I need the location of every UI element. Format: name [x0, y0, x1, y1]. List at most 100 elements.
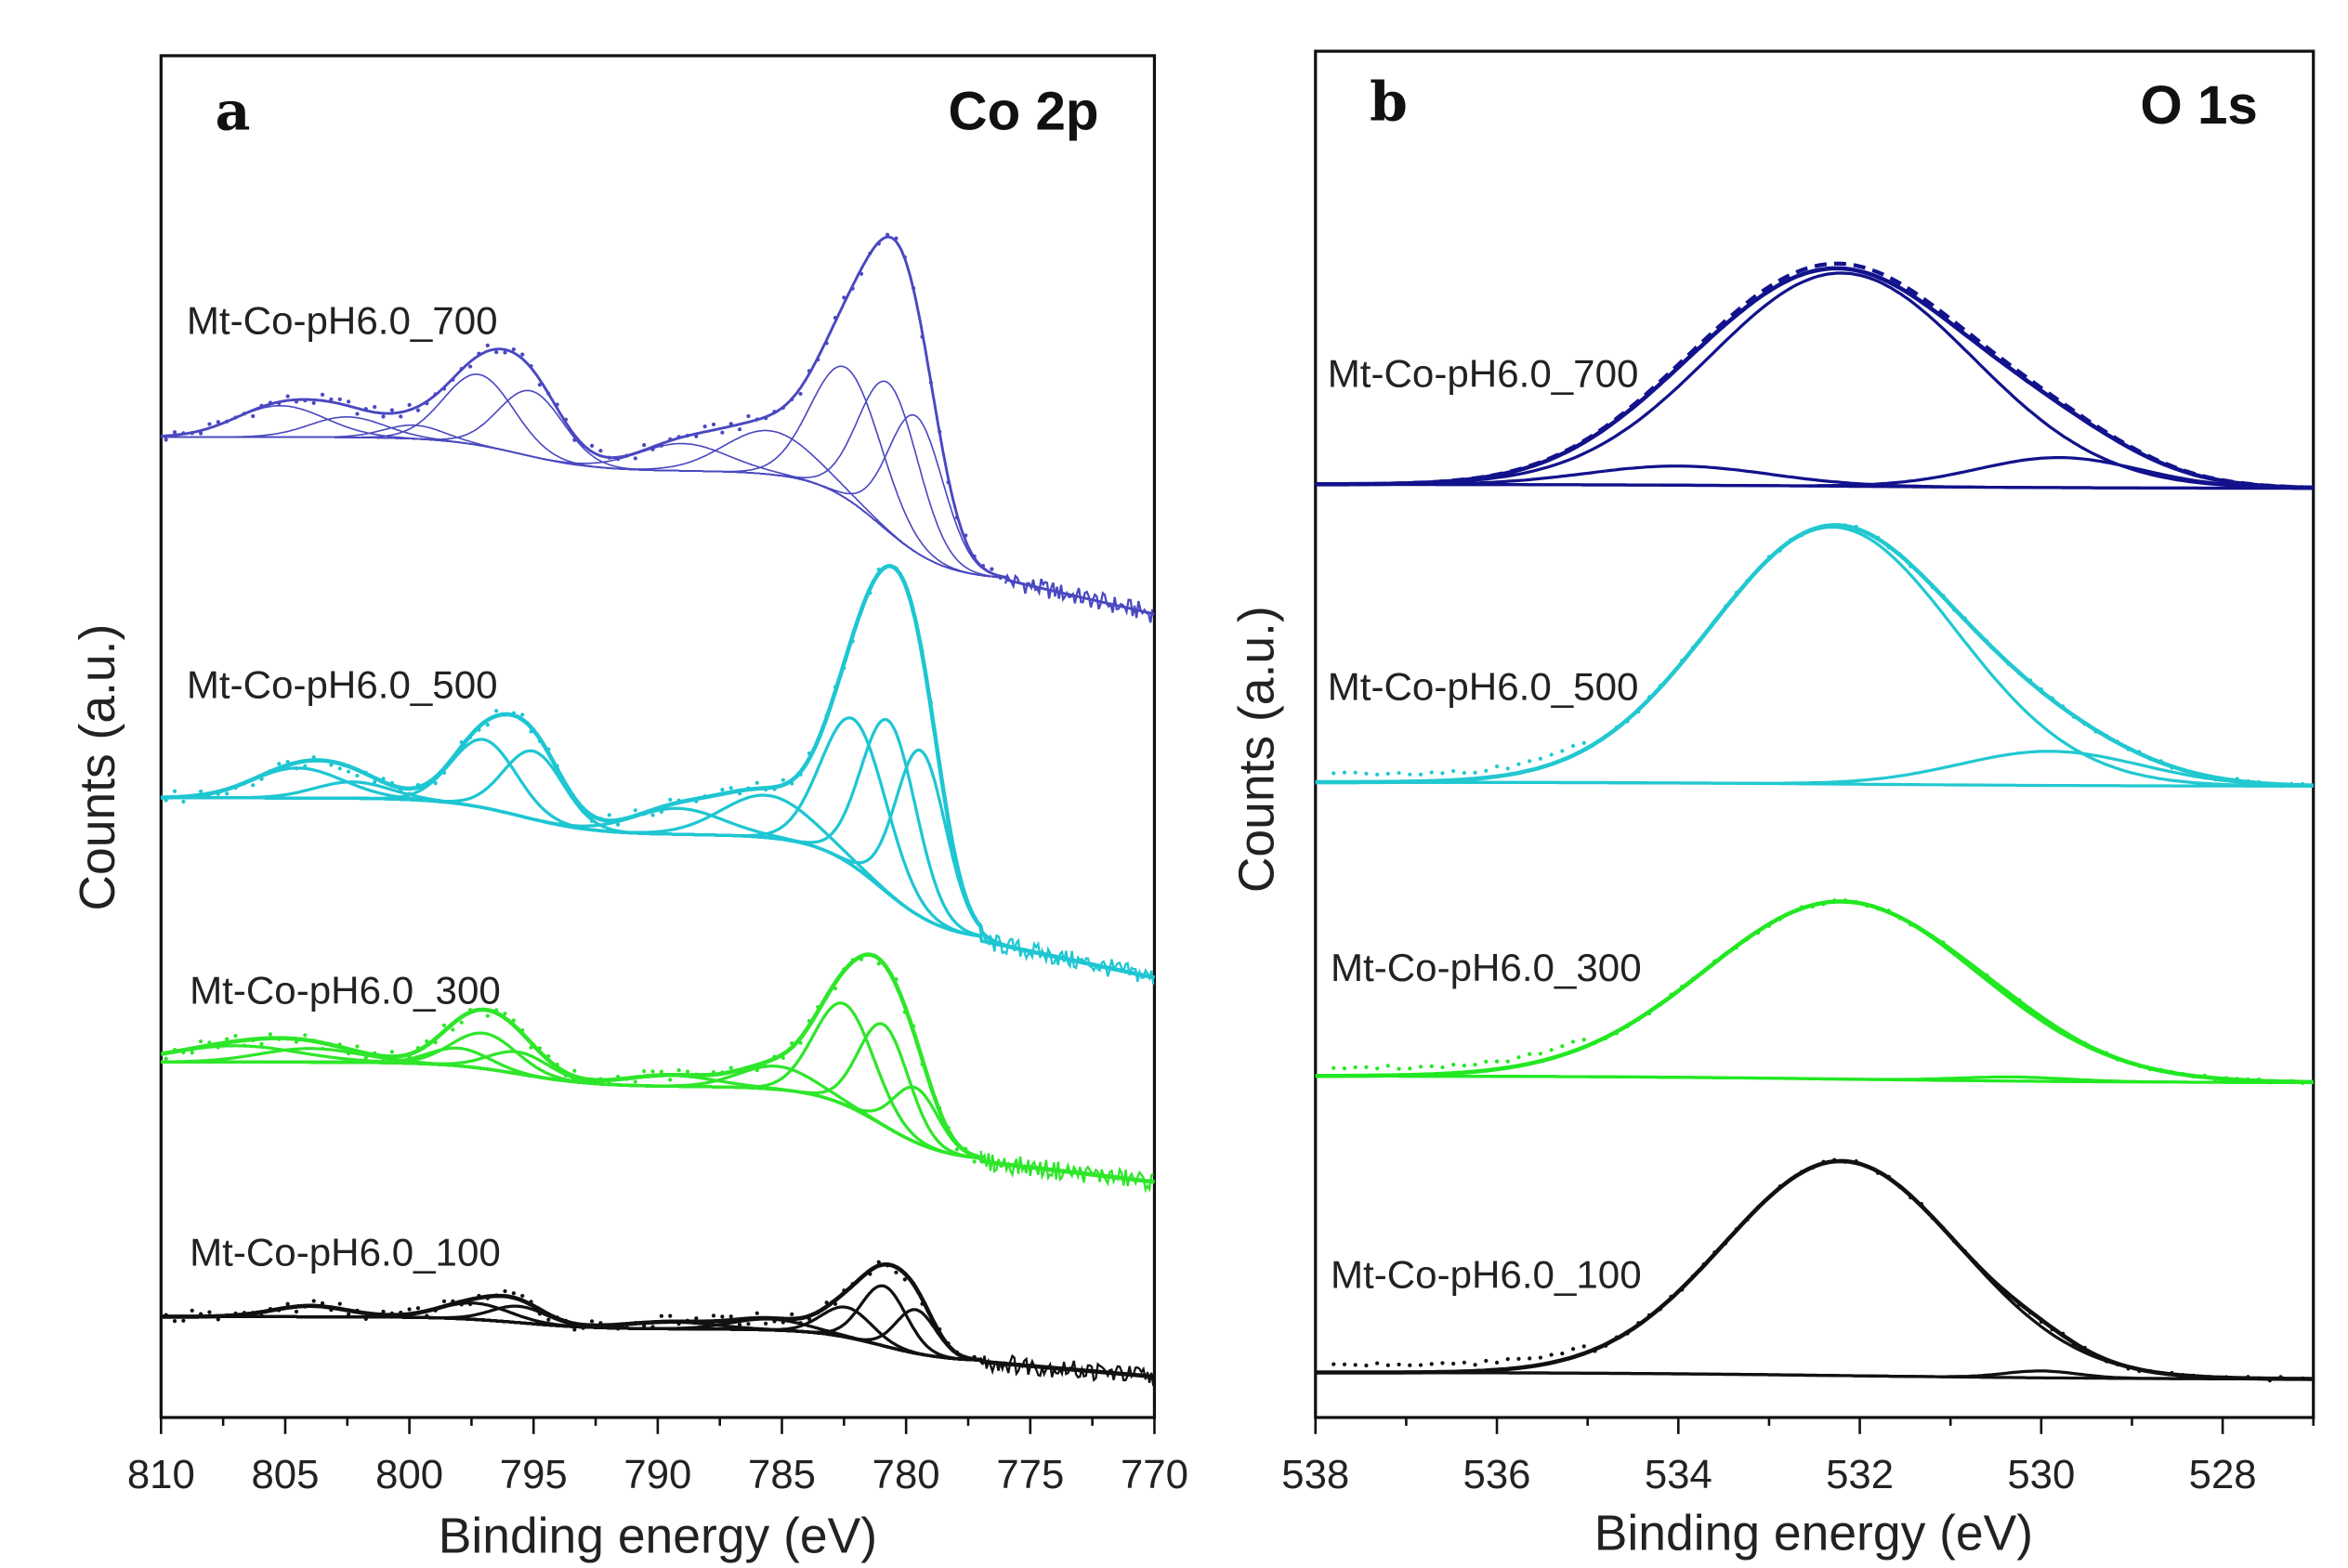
data-point [355, 1044, 360, 1049]
data-point [1462, 1360, 1466, 1365]
data-point [425, 1313, 429, 1318]
data-point [868, 1272, 872, 1276]
data-point [251, 413, 256, 419]
data-point [1974, 966, 1978, 971]
data-point [425, 1039, 429, 1044]
data-point [2147, 756, 2153, 762]
data-point [294, 399, 299, 404]
data-point [616, 1075, 621, 1079]
series-Mt-Co-pH6.0_300 [1315, 898, 2314, 1086]
data-point [407, 402, 412, 408]
data-point [1766, 555, 1772, 559]
data-point [485, 343, 490, 348]
data-point [850, 639, 855, 644]
data-point [1473, 1063, 1477, 1067]
data-point [2071, 1342, 2077, 1347]
data-point [633, 1079, 637, 1084]
data-point [1756, 931, 1761, 935]
data-point [668, 797, 673, 802]
data-point [320, 1046, 325, 1052]
data-point [373, 779, 377, 785]
data-point [589, 1077, 595, 1081]
data-point [572, 1327, 577, 1332]
series-label: Mt-Co-pH6.0_100 [1331, 1253, 1642, 1297]
data-point [2028, 678, 2033, 683]
data-point [1680, 1287, 1685, 1292]
data-point [259, 403, 264, 408]
data-point [1570, 1347, 1576, 1352]
data-point [920, 334, 925, 339]
series-Mt-Co-pH6.0_100 [161, 1260, 1155, 1387]
data-point [251, 1038, 256, 1043]
data-point [1690, 976, 1696, 982]
data-point [633, 808, 637, 813]
data-point [912, 1024, 916, 1028]
data-point [650, 813, 655, 817]
data-point [764, 1321, 768, 1326]
data-point [754, 780, 759, 785]
data-point [598, 817, 603, 821]
data-point [425, 782, 429, 787]
panel-title: Co 2p [949, 81, 1099, 141]
data-point [1364, 1363, 1369, 1368]
data-point [694, 1316, 699, 1321]
data-point [1701, 969, 1706, 973]
data-point [2257, 1077, 2262, 1082]
data-point [807, 751, 812, 756]
data-point [581, 809, 585, 814]
data-point [1886, 545, 1891, 550]
data-point [164, 1313, 168, 1317]
data-point [1723, 951, 1728, 956]
data-point [1985, 1274, 1989, 1278]
data-point [1451, 1063, 1456, 1067]
x-tick-label: 534 [1645, 1452, 1712, 1497]
data-point [659, 1069, 663, 1074]
data-point [1646, 1011, 1652, 1016]
data-point [277, 1037, 282, 1041]
data-point [172, 430, 177, 435]
data-point [920, 649, 925, 654]
fit-component [161, 1314, 1155, 1379]
data-point [537, 738, 543, 743]
data-point [876, 1260, 881, 1264]
data-point [451, 1027, 455, 1032]
data-point [1570, 743, 1576, 749]
data-point [1930, 934, 1935, 938]
data-point [676, 1068, 681, 1073]
data-point [1962, 958, 1967, 962]
data-point [833, 685, 838, 689]
data-point [728, 1065, 733, 1070]
data-point [938, 764, 942, 769]
data-point [1560, 1044, 1565, 1049]
data-point [1342, 1066, 1347, 1071]
data-point [572, 797, 577, 802]
data-point [2246, 1375, 2250, 1379]
data-point [2115, 1057, 2119, 1062]
fit-envelope [1315, 523, 2314, 788]
data-point [207, 1040, 212, 1045]
data-point [1821, 902, 1826, 907]
data-point [633, 1321, 637, 1326]
data-point [164, 1056, 168, 1061]
data-point [2181, 1072, 2185, 1077]
data-point [1516, 762, 1521, 766]
data-point [2202, 1375, 2207, 1380]
data-point [381, 414, 386, 419]
data-point [1549, 1352, 1554, 1357]
data-point [1516, 1356, 1521, 1361]
data-point [181, 431, 186, 436]
data-point [754, 1067, 759, 1073]
data-point [607, 813, 611, 817]
data-point [1745, 936, 1750, 942]
data-point [1353, 1065, 1358, 1070]
data-point [546, 747, 551, 751]
data-point [1734, 946, 1738, 950]
data-point [251, 783, 256, 788]
data-point [1331, 1362, 1336, 1366]
data-point [920, 1301, 925, 1306]
fit-component [1315, 750, 2314, 788]
data-point [2223, 777, 2229, 782]
series-label: Mt-Co-pH6.0_300 [1331, 946, 1642, 989]
x-axis-title: Binding energy (eV) [1594, 1507, 2033, 1561]
data-point [2093, 1353, 2098, 1359]
